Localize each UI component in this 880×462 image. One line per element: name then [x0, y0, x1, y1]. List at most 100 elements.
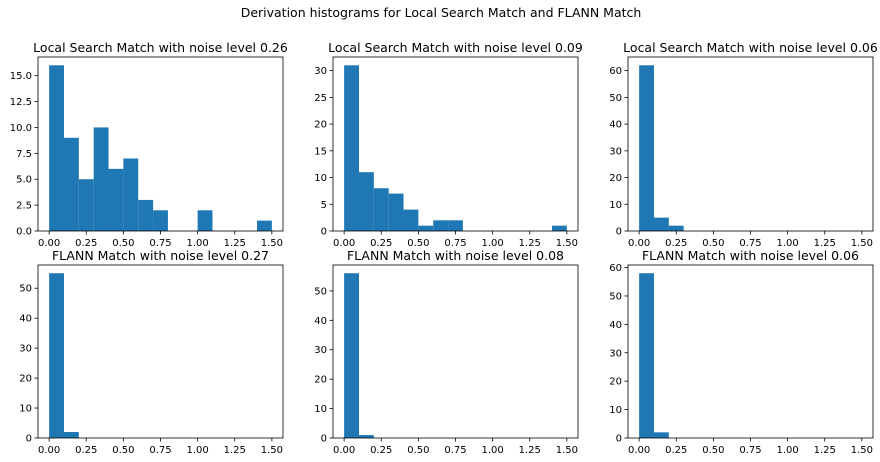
x-tick-label: 1.00 [776, 238, 798, 249]
histogram-bar [153, 210, 168, 231]
histogram-bar [552, 225, 567, 231]
x-tick-label: 0.75 [149, 445, 171, 456]
y-tick-label: 20 [609, 173, 622, 184]
y-tick-label: 50 [19, 284, 32, 295]
x-tick-label: 1.50 [261, 445, 283, 456]
histogram-bar [49, 273, 64, 438]
histogram-bar [639, 273, 654, 438]
x-tick-label: 0.50 [112, 238, 134, 249]
y-tick-label: 7.5 [16, 149, 32, 160]
x-tick-label: 0.75 [739, 445, 761, 456]
histogram-bar [93, 127, 109, 231]
x-tick-label: 0.75 [739, 238, 761, 249]
y-tick-label: 20 [314, 375, 327, 386]
y-tick-label: 12.5 [10, 97, 32, 108]
y-tick-label: 2.5 [16, 201, 32, 212]
x-tick-label: 0.50 [702, 445, 724, 456]
x-tick-label: 1.25 [519, 445, 541, 456]
histogram-bar [63, 137, 79, 231]
x-tick-label: 0.00 [333, 238, 355, 249]
y-tick-label: 5.0 [16, 175, 32, 186]
x-tick-label: 1.50 [851, 238, 873, 249]
y-tick-label: 30 [314, 66, 327, 77]
x-tick-label: 1.25 [519, 238, 541, 249]
axes-frame [37, 264, 284, 439]
subplot-5: FLANN Match with noise level 0.08 0.00 0.2… [314, 248, 579, 456]
histogram-bar [257, 220, 272, 231]
subplot-title: FLANN Match with noise level 0.06 [642, 248, 859, 263]
y-tick-label: 0 [321, 434, 327, 445]
x-tick-label: 0.00 [628, 238, 650, 249]
y-tick-label: 15 [314, 146, 327, 157]
y-tick-label: 50 [609, 93, 622, 104]
subplot-title: Local Search Match with noise level 0.06 [623, 40, 878, 55]
subplot-title: Local Search Match with noise level 0.26 [33, 40, 288, 55]
x-tick-label: 0.25 [75, 445, 97, 456]
x-tick-label: 1.25 [224, 445, 246, 456]
axes-frame [332, 264, 579, 439]
x-tick-label: 0.00 [38, 445, 60, 456]
x-tick-label: 1.00 [186, 238, 208, 249]
y-tick-label: 30 [609, 348, 622, 359]
axes-frame [627, 56, 874, 232]
x-tick-label: 0.75 [149, 238, 171, 249]
x-tick-label: 1.25 [814, 445, 836, 456]
y-tick-label: 0 [26, 434, 32, 445]
x-tick-label: 1.00 [776, 445, 798, 456]
x-tick-label: 0.00 [333, 445, 355, 456]
histogram-bar [138, 199, 154, 231]
y-tick-label: 30 [19, 344, 32, 355]
x-tick-label: 0.25 [370, 238, 392, 249]
histogram-bar [373, 188, 389, 231]
histogram-bar [639, 65, 654, 232]
x-tick-label: 1.50 [556, 238, 578, 249]
x-tick-label: 1.25 [814, 238, 836, 249]
subplot-6: FLANN Match with noise level 0.06 0.00 0.2… [609, 248, 874, 456]
histogram-bar [123, 158, 139, 231]
x-tick-label: 0.75 [444, 445, 466, 456]
subplot-4: FLANN Match with noise level 0.27 0.00 0.2… [19, 248, 284, 456]
histogram-bar [344, 65, 359, 232]
y-tick-label: 60 [609, 263, 622, 274]
histogram-bar [78, 179, 94, 231]
y-tick-label: 10.0 [10, 123, 32, 134]
y-tick-label: 15.0 [10, 71, 32, 82]
y-tick-label: 10 [19, 404, 32, 415]
x-tick-label: 1.50 [261, 238, 283, 249]
y-tick-label: 0 [321, 227, 327, 238]
y-tick-label: 10 [314, 404, 327, 415]
y-tick-label: 20 [19, 374, 32, 385]
histogram-bar [418, 225, 434, 231]
x-tick-label: 0.25 [665, 238, 687, 249]
y-tick-label: 30 [609, 146, 622, 157]
y-tick-label: 5 [321, 200, 327, 211]
x-tick-label: 0.25 [665, 445, 687, 456]
histogram-bar [653, 432, 669, 438]
y-tick-label: 40 [314, 316, 327, 327]
subplot-3: Local Search Match with noise level 0.06… [609, 40, 878, 249]
histogram-bar [358, 435, 374, 438]
subplot-title: FLANN Match with noise level 0.27 [52, 248, 269, 263]
x-tick-label: 0.25 [75, 238, 97, 249]
x-tick-label: 1.00 [481, 238, 503, 249]
subplots: Local Search Match with noise level 0.26… [10, 40, 878, 456]
histogram-bar [433, 220, 449, 231]
y-tick-label: 60 [609, 66, 622, 77]
y-tick-label: 40 [19, 314, 32, 325]
subplot-title: Local Search Match with noise level 0.09 [328, 40, 583, 55]
histogram-bar [49, 65, 64, 232]
y-tick-label: 40 [609, 320, 622, 331]
subplot-1: Local Search Match with noise level 0.26… [10, 40, 288, 249]
x-tick-label: 1.50 [851, 445, 873, 456]
x-tick-label: 1.00 [186, 445, 208, 456]
y-tick-label: 20 [609, 377, 622, 388]
histogram-bar [653, 217, 669, 231]
y-tick-label: 10 [609, 200, 622, 211]
x-tick-label: 0.25 [370, 445, 392, 456]
histogram-bar [403, 209, 419, 231]
x-tick-label: 0.50 [407, 445, 429, 456]
x-tick-label: 0.50 [702, 238, 724, 249]
y-tick-label: 25 [314, 93, 327, 104]
x-tick-label: 0.75 [444, 238, 466, 249]
